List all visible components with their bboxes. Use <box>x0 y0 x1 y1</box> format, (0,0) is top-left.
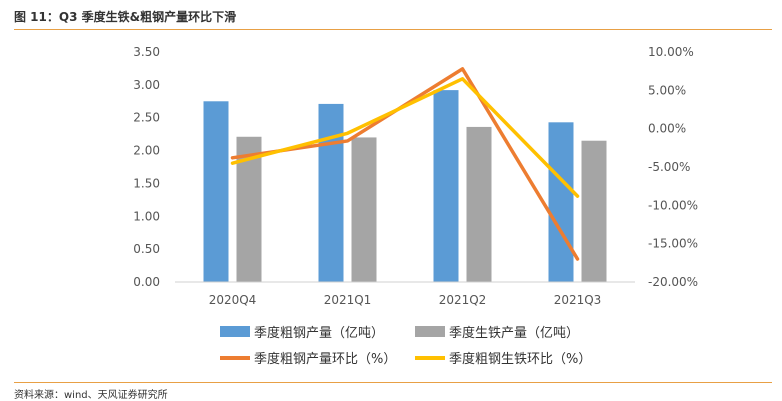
lines-layer <box>230 67 580 261</box>
left-tick-label: 3.50 <box>133 45 160 59</box>
left-tick-label: 2.00 <box>133 144 160 158</box>
series-line <box>230 77 580 198</box>
left-tick-label: 1.50 <box>133 176 160 190</box>
legend-label: 季度生铁产量（亿吨） <box>449 325 579 341</box>
x-tick-label: 2021Q3 <box>554 293 602 307</box>
footer-divider <box>14 382 772 383</box>
bar <box>548 122 574 282</box>
title-divider <box>14 29 772 30</box>
bar <box>351 137 377 282</box>
left-tick-label: 2.50 <box>133 111 160 125</box>
legend-swatch <box>415 326 445 337</box>
right-tick-label: -10.00% <box>648 198 698 212</box>
bar <box>581 140 607 282</box>
x-tick-label: 2020Q4 <box>209 293 257 307</box>
left-tick-label: 0.50 <box>133 242 160 256</box>
right-axis: -20.00% -15.00% -10.00% -5.00% 0.00% 5.00% 10.… <box>648 45 698 289</box>
left-tick-label: 3.00 <box>133 78 160 92</box>
legend-label: 季度粗钢产量（亿吨） <box>254 325 384 341</box>
source-note: 资料来源：wind、天风证券研究所 <box>14 390 168 401</box>
legend-label: 季度粗钢产量环比（%） <box>254 351 396 367</box>
bar <box>466 126 492 283</box>
right-tick-label: -20.00% <box>648 275 698 289</box>
right-tick-label: -5.00% <box>648 160 690 174</box>
series-line <box>230 67 580 261</box>
right-tick-label: 10.00% <box>648 45 694 59</box>
x-axis: 2020Q4 2021Q1 2021Q2 2021Q3 <box>209 293 602 307</box>
bar <box>433 90 459 282</box>
right-tick-label: 0.00% <box>648 122 686 136</box>
left-tick-label: 0.00 <box>133 275 160 289</box>
bar <box>318 103 344 283</box>
figure-title: 图 11：Q3 季度生铁&粗钢产量环比下滑 <box>14 10 237 24</box>
left-axis: 0.00 0.50 1.00 1.50 2.00 2.50 3.00 3.50 <box>133 45 160 289</box>
legend-swatch <box>220 326 250 337</box>
bars-layer <box>203 90 607 283</box>
right-tick-label: 5.00% <box>648 83 686 97</box>
right-tick-label: -15.00% <box>648 237 698 251</box>
x-tick-label: 2021Q2 <box>439 293 487 307</box>
left-tick-label: 1.00 <box>133 209 160 223</box>
x-tick-label: 2021Q1 <box>324 293 372 307</box>
chart-legend: 季度粗钢产量（亿吨） 季度生铁产量（亿吨） 季度粗钢产量环比（%） 季度粗钢生铁环比（… <box>220 325 591 367</box>
legend-label: 季度粗钢生铁环比（%） <box>449 351 591 367</box>
bar <box>203 101 229 283</box>
